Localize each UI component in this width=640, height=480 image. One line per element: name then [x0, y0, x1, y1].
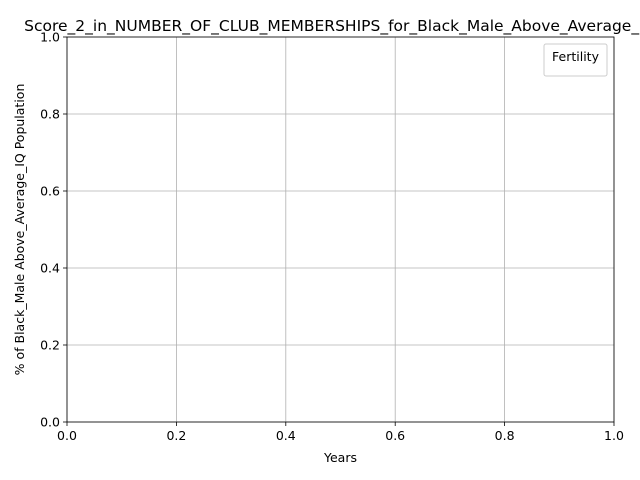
x-tick-label: 0.4 — [276, 428, 296, 443]
y-tick-label: 0.2 — [40, 338, 60, 353]
y-tick-label: 1.0 — [40, 30, 60, 45]
x-tick-label: 0.0 — [57, 428, 77, 443]
x-axis-label: Years — [323, 450, 357, 465]
y-tick-label: 0.6 — [40, 184, 60, 199]
y-tick-label: 0.4 — [40, 261, 60, 276]
x-tick-label: 0.2 — [166, 428, 186, 443]
x-tick-label: 1.0 — [604, 428, 624, 443]
axis-ticks: 0.0 0.2 0.4 0.6 0.8 1.0 0.0 0.2 0.4 0.6 0.8 1.0 — [40, 30, 624, 444]
grid — [66, 36, 615, 423]
legend-title: Fertility — [552, 49, 600, 64]
legend-frame — [543, 43, 608, 77]
y-axis-label: % of Black_Male Above_Average_IQ Populat… — [12, 84, 27, 376]
y-tick-label: 0.0 — [40, 415, 60, 430]
legend: Fertility — [543, 43, 608, 77]
plot-area-frame — [66, 36, 615, 423]
x-tick-label: 0.8 — [495, 428, 515, 443]
chart-title: Score_2_in_NUMBER_OF_CLUB_MEMBERSHIPS_fo… — [24, 17, 640, 36]
y-tick-label: 0.8 — [40, 107, 60, 122]
x-tick-label: 0.6 — [385, 428, 405, 443]
